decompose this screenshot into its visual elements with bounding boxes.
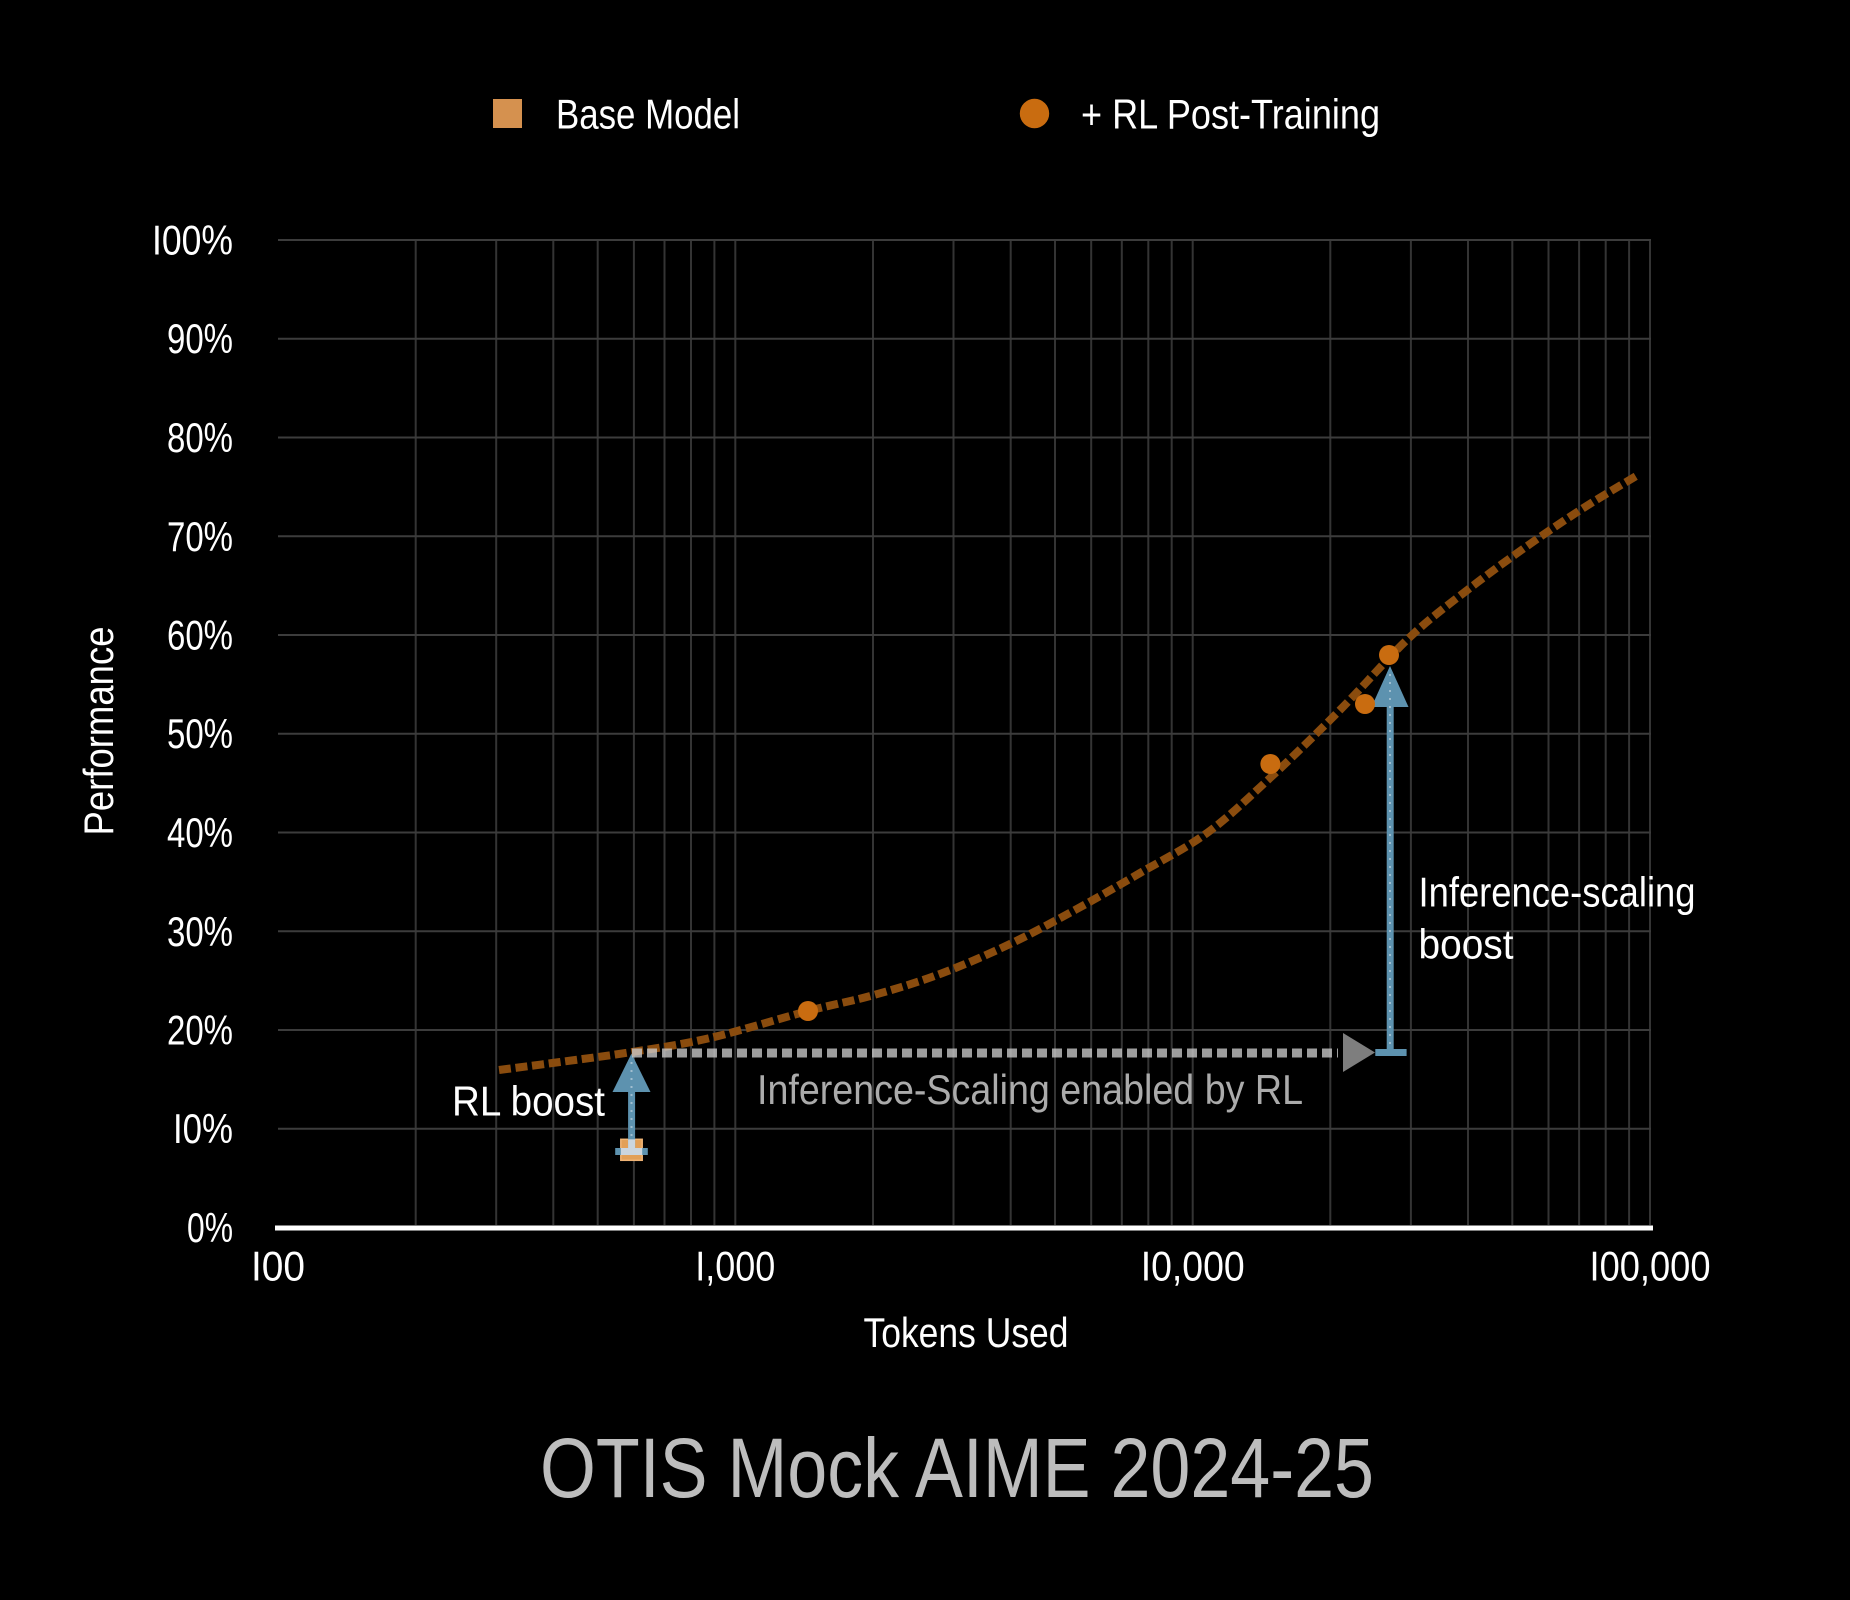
svg-text:Tokens Used: Tokens Used — [864, 1309, 1069, 1356]
svg-text:+ RL Post-Training: + RL Post-Training — [1081, 91, 1380, 138]
svg-text:I0,000: I0,000 — [1141, 1243, 1245, 1290]
svg-text:I00%: I00% — [152, 217, 233, 264]
svg-text:60%: 60% — [167, 612, 233, 659]
svg-text:90%: 90% — [167, 315, 233, 362]
svg-text:I,000: I,000 — [695, 1243, 775, 1290]
svg-text:RL boost: RL boost — [452, 1078, 605, 1125]
svg-text:40%: 40% — [167, 809, 233, 856]
svg-text:boost: boost — [1419, 921, 1514, 968]
svg-text:20%: 20% — [167, 1007, 233, 1054]
svg-text:I0%: I0% — [173, 1105, 233, 1152]
svg-text:70%: 70% — [167, 513, 233, 560]
svg-text:30%: 30% — [167, 908, 233, 955]
svg-text:Performance: Performance — [75, 627, 122, 836]
svg-text:Base Model: Base Model — [556, 91, 740, 138]
svg-text:Inference-scaling: Inference-scaling — [1419, 869, 1696, 916]
svg-text:Inference-Scaling enabled by R: Inference-Scaling enabled by RL — [757, 1066, 1303, 1113]
svg-text:50%: 50% — [167, 710, 233, 757]
svg-text:I00: I00 — [251, 1243, 305, 1290]
svg-text:OTIS Mock AIME 2024-25: OTIS Mock AIME 2024-25 — [540, 1421, 1374, 1515]
svg-text:I00,000: I00,000 — [1590, 1243, 1711, 1290]
svg-text:80%: 80% — [167, 414, 233, 461]
svg-text:0%: 0% — [187, 1204, 233, 1251]
